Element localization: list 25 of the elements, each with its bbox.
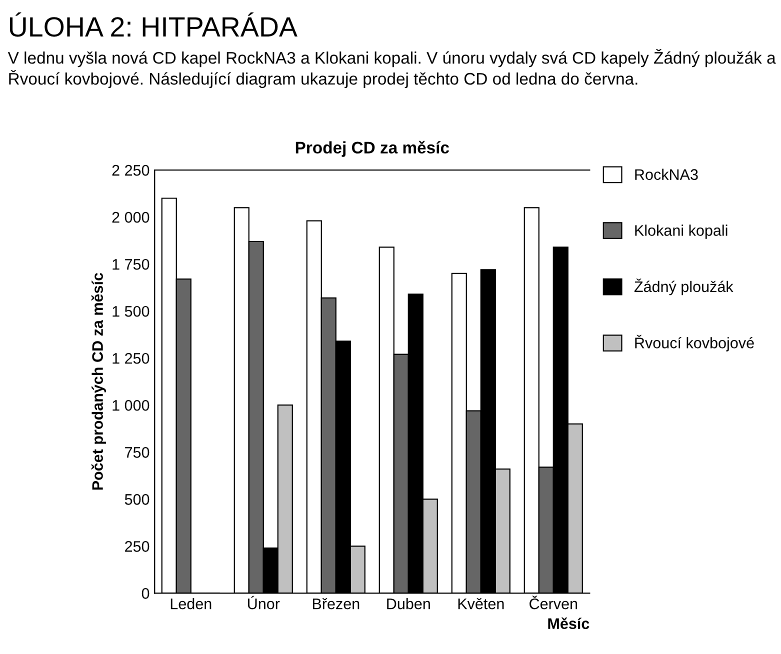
legend-label: Klokani kopali xyxy=(635,224,728,239)
y-tick-label: 1 750 xyxy=(112,258,150,270)
chart-title: Prodej CD za měsíc xyxy=(296,140,450,157)
text: ÚLOHA 2: HITPARÁDA xyxy=(10,12,298,37)
y-tick-label: 2 000 xyxy=(112,212,150,223)
legend-label: Řvoucí kovbojové xyxy=(635,334,754,352)
y-tick-label: 1 250 xyxy=(112,352,150,364)
y-tick-label: 1 500 xyxy=(112,306,150,317)
legend-label: RockNA3 xyxy=(635,168,698,180)
y-tick-label: 0 xyxy=(142,588,150,599)
x-tick-label: Červen xyxy=(530,596,578,610)
y-tick-label: 2 250 xyxy=(112,164,150,176)
text: V lednu vyšla nová CD kapel RockNA3 a Klokani kopali. V únoru vydaly svá CD kapely Žádný ploužák a Řvoucí kovbojové. Následující diagram ukazuje prodej těchto CD od ledna do června. xyxy=(8,49,776,88)
x-tick-label: Únor xyxy=(248,596,280,610)
x-axis-title: Měsíc xyxy=(548,618,590,630)
x-tick-label: Duben xyxy=(387,598,430,610)
y-tick-label: 250 xyxy=(125,541,150,552)
x-tick-label: Březen xyxy=(312,598,360,610)
x-tick-label: Květen xyxy=(458,598,504,610)
y-tick-label: 750 xyxy=(125,447,150,458)
x-tick-label: Leden xyxy=(170,598,212,610)
y-tick-label: 1 000 xyxy=(112,400,150,411)
y-tick-label: 500 xyxy=(124,494,150,505)
legend-label: Žádný ploužák xyxy=(634,278,734,296)
y-axis-title: Počet prodaných CD za měsíc xyxy=(91,272,106,490)
